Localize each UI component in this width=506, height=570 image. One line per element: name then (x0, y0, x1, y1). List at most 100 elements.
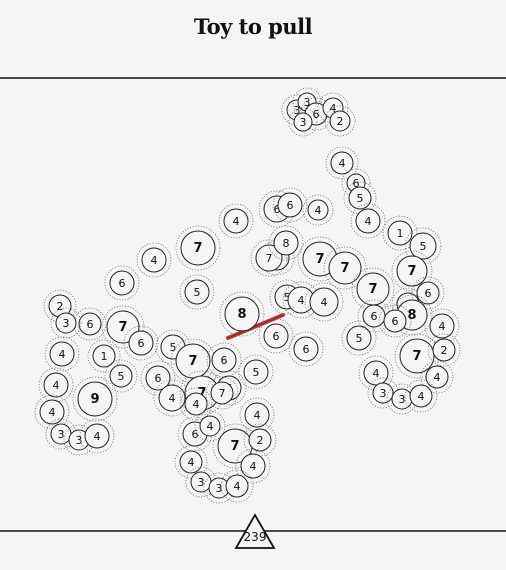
coin-disc (383, 309, 407, 333)
coin-halo (243, 423, 277, 457)
coin-c80[interactable]: 6 (378, 304, 412, 338)
coin-c17[interactable]: 7 (175, 225, 221, 271)
coin-c40[interactable]: 4 (38, 367, 74, 403)
coin-c42[interactable]: 3 (45, 418, 77, 450)
coin-value: 4 (234, 480, 241, 493)
coin-value: 4 (250, 460, 257, 473)
coin-c53[interactable]: 4 (239, 397, 275, 433)
coin-halo (382, 215, 418, 251)
coin-c73[interactable]: 4 (420, 360, 454, 394)
puzzle-title: Toy to pull (193, 14, 313, 39)
coin-disc (244, 402, 270, 428)
coin-c64[interactable]: 6 (288, 331, 324, 367)
coin-value: 6 (303, 343, 310, 356)
coin-disc (328, 251, 362, 285)
coin-c39[interactable]: 9 (72, 376, 118, 422)
coin-value: 3 (399, 393, 406, 406)
coin-c63[interactable]: 6 (258, 318, 294, 354)
coin-c52[interactable]: 4 (179, 387, 213, 421)
coin-c24[interactable]: 7 (351, 267, 395, 311)
coin-c55[interactable]: 4 (194, 410, 226, 442)
coin-value: 9 (90, 392, 99, 407)
coin-c79[interactable]: 5 (104, 359, 138, 393)
coin-halo (424, 308, 460, 344)
coin-c11[interactable]: 1 (382, 215, 418, 251)
coin-c74[interactable]: 3 (367, 377, 399, 409)
coin-c15[interactable]: 6 (272, 187, 308, 223)
coin-value: 8 (407, 308, 416, 323)
coin-value: 4 (373, 367, 380, 380)
coin-c71[interactable]: 7 (205, 376, 239, 410)
coin-c38[interactable]: 4 (304, 282, 344, 322)
coin-c72[interactable]: 4 (358, 355, 394, 391)
coin-c70[interactable]: 2 (427, 333, 461, 367)
coin-disc (309, 287, 339, 317)
coin-c16[interactable]: 4 (218, 203, 254, 239)
coin-value: 7 (315, 252, 324, 267)
coin-c18[interactable]: 4 (136, 242, 172, 278)
coin-halo (350, 203, 386, 239)
coin-halo (341, 320, 377, 356)
coin-c49[interactable]: 4 (153, 379, 191, 417)
coin-c66[interactable]: 7 (394, 333, 440, 379)
coin-c34[interactable]: 3 (50, 307, 82, 339)
coin-c23[interactable]: 5 (179, 274, 215, 310)
coin-value: 7 (219, 387, 226, 400)
coin-c5[interactable]: 2 (324, 105, 356, 137)
coin-value: 4 (321, 296, 328, 309)
coin-c77[interactable]: 5 (238, 354, 274, 390)
coin-halo (123, 325, 159, 361)
coin-value: 3 (380, 387, 387, 400)
coin-c59[interactable]: 4 (235, 448, 271, 484)
coin-value: 4 (207, 420, 214, 433)
coin-c25[interactable]: 7 (391, 250, 433, 292)
coin-c76[interactable]: 4 (404, 379, 438, 413)
coin-c6[interactable]: 3 (288, 107, 318, 137)
coin-value: 3 (300, 116, 307, 129)
coin-c9[interactable]: 5 (343, 181, 377, 215)
coin-halo (206, 342, 242, 378)
coin-halo (101, 305, 145, 349)
coin-c31[interactable]: 6 (73, 307, 107, 341)
coin-c27[interactable]: 8 (268, 225, 304, 261)
coin-c32[interactable]: 7 (101, 305, 145, 349)
coin-c47[interactable]: 6 (206, 342, 242, 378)
coin-disc (223, 208, 249, 234)
coin-disc (429, 313, 455, 339)
coin-halo (288, 107, 318, 137)
coin-c35[interactable]: 8 (219, 291, 265, 337)
coin-value: 4 (169, 392, 176, 405)
coin-c69[interactable]: 4 (424, 308, 460, 344)
coin-halo (272, 187, 308, 223)
coin-halo (175, 225, 221, 271)
coin-c10[interactable]: 4 (350, 203, 386, 239)
coin-c12[interactable]: 5 (404, 227, 442, 265)
coin-c41[interactable]: 4 (34, 394, 70, 430)
coin-c65[interactable]: 5 (341, 320, 377, 356)
connector-stick-outline (227, 314, 284, 339)
coin-disc (293, 112, 313, 132)
coin-value: 7 (118, 320, 127, 335)
coin-c44[interactable]: 4 (79, 418, 115, 454)
coin-c29[interactable]: 6 (411, 276, 445, 310)
coin-c78[interactable]: 1 (87, 339, 121, 373)
coin-halo (304, 282, 344, 322)
coin-c58[interactable]: 4 (174, 445, 208, 479)
coin-value: 6 (287, 199, 294, 212)
coin-halo (420, 360, 454, 394)
coin-value: 8 (283, 237, 290, 250)
coin-c48[interactable]: 6 (140, 360, 176, 396)
coin-value: 5 (253, 366, 260, 379)
coin-c21[interactable]: 7 (323, 246, 367, 290)
coin-c57[interactable]: 2 (243, 423, 277, 457)
coin-value: 5 (357, 192, 364, 205)
coin-c62[interactable]: 4 (220, 469, 254, 503)
coin-c7[interactable]: 4 (325, 146, 359, 180)
coin-c22[interactable]: 6 (104, 265, 140, 301)
coin-value: 6 (392, 315, 399, 328)
coin-c81[interactable]: 4 (44, 336, 80, 372)
score-value: 239 (244, 530, 267, 544)
coin-value: 4 (188, 456, 195, 469)
coin-c14[interactable]: 4 (302, 194, 334, 226)
coin-c33[interactable]: 6 (123, 325, 159, 361)
